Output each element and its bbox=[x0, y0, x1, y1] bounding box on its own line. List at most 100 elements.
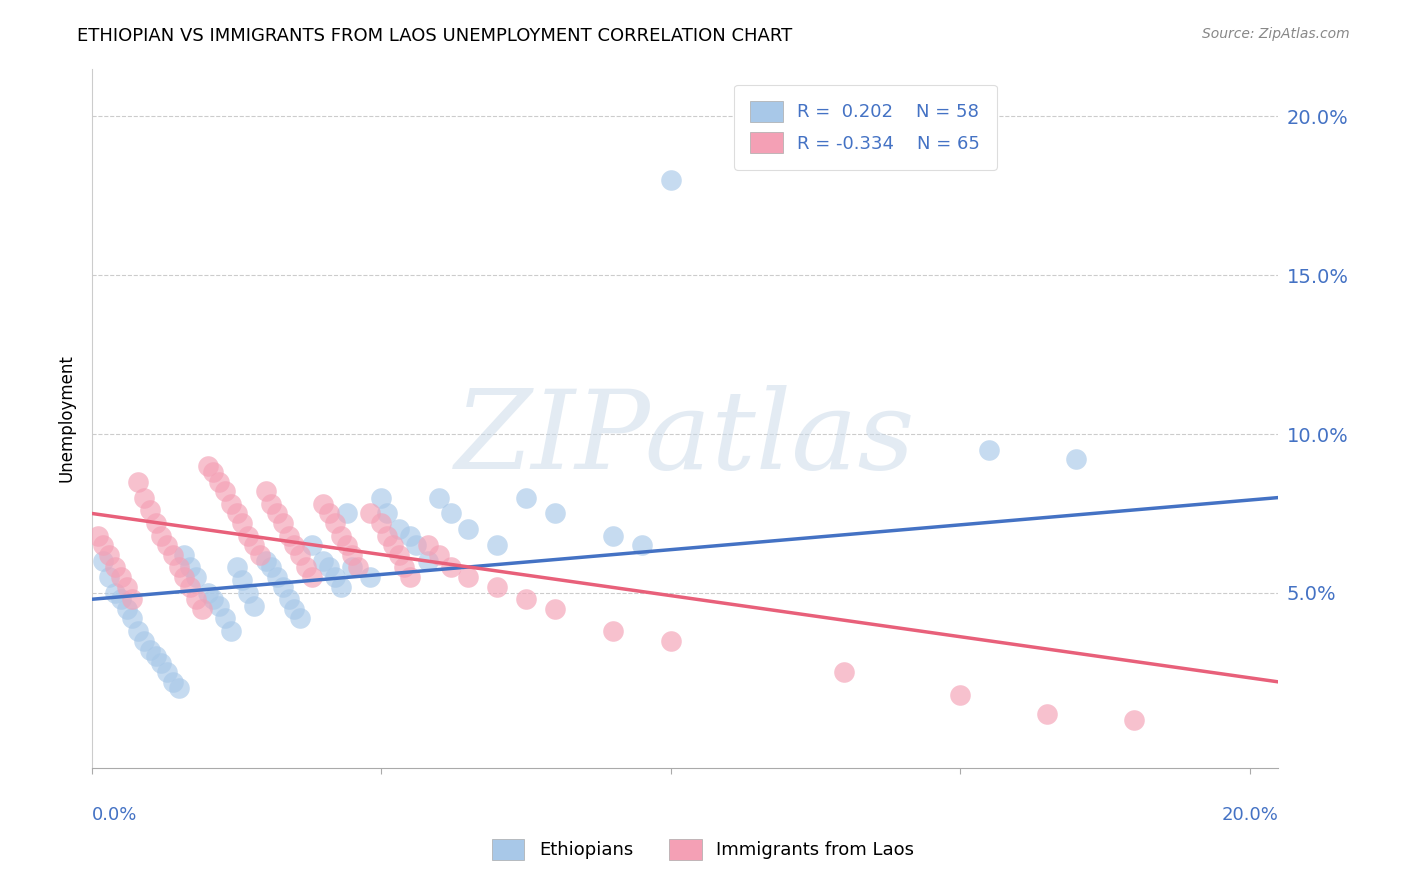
Point bbox=[427, 548, 450, 562]
Point bbox=[834, 665, 856, 680]
Point bbox=[486, 538, 509, 552]
Point bbox=[318, 560, 340, 574]
Point bbox=[359, 570, 381, 584]
Point bbox=[486, 580, 509, 594]
Legend: R =  0.202    N = 58, R = -0.334    N = 65: R = 0.202 N = 58, R = -0.334 N = 65 bbox=[734, 85, 997, 169]
Point bbox=[266, 507, 288, 521]
Point bbox=[329, 529, 352, 543]
Point bbox=[150, 656, 173, 670]
Point bbox=[1122, 713, 1144, 727]
Point bbox=[225, 507, 247, 521]
Text: 20.0%: 20.0% bbox=[1222, 806, 1278, 824]
Point bbox=[440, 560, 463, 574]
Point bbox=[949, 688, 972, 702]
Point bbox=[342, 560, 364, 574]
Point bbox=[457, 522, 479, 536]
Point bbox=[544, 507, 567, 521]
Point bbox=[208, 599, 231, 613]
Point bbox=[290, 548, 312, 562]
Point bbox=[110, 570, 132, 584]
Point bbox=[342, 548, 364, 562]
Point bbox=[179, 580, 201, 594]
Point bbox=[104, 560, 127, 574]
Point bbox=[323, 516, 346, 530]
Point bbox=[179, 560, 201, 574]
Point bbox=[260, 560, 283, 574]
Point bbox=[388, 548, 411, 562]
Point bbox=[219, 624, 242, 638]
Point bbox=[370, 516, 392, 530]
Point bbox=[416, 538, 439, 552]
Point bbox=[312, 554, 335, 568]
Point bbox=[110, 592, 132, 607]
Point bbox=[197, 586, 219, 600]
Point bbox=[184, 570, 207, 584]
Point bbox=[145, 516, 167, 530]
Point bbox=[277, 592, 299, 607]
Text: ZIPatlas: ZIPatlas bbox=[456, 385, 915, 493]
Point bbox=[208, 475, 231, 489]
Point bbox=[440, 507, 463, 521]
Point bbox=[515, 592, 537, 607]
Point bbox=[98, 548, 121, 562]
Point bbox=[150, 529, 173, 543]
Point bbox=[254, 484, 277, 499]
Point bbox=[236, 586, 259, 600]
Point bbox=[277, 529, 299, 543]
Point bbox=[1036, 706, 1059, 721]
Point bbox=[329, 580, 352, 594]
Point bbox=[167, 560, 190, 574]
Point bbox=[515, 491, 537, 505]
Point bbox=[132, 633, 155, 648]
Point bbox=[659, 173, 682, 187]
Point bbox=[323, 570, 346, 584]
Point bbox=[173, 548, 195, 562]
Point bbox=[457, 570, 479, 584]
Point bbox=[266, 570, 288, 584]
Point bbox=[602, 529, 624, 543]
Point bbox=[249, 548, 271, 562]
Point bbox=[394, 560, 416, 574]
Point bbox=[121, 592, 143, 607]
Point bbox=[283, 602, 305, 616]
Point bbox=[359, 507, 381, 521]
Point bbox=[93, 538, 115, 552]
Point bbox=[630, 538, 652, 552]
Point bbox=[427, 491, 450, 505]
Point bbox=[104, 586, 127, 600]
Point bbox=[399, 529, 422, 543]
Point bbox=[370, 491, 392, 505]
Point bbox=[283, 538, 305, 552]
Point bbox=[202, 592, 225, 607]
Point bbox=[231, 573, 253, 587]
Point bbox=[416, 554, 439, 568]
Point bbox=[145, 649, 167, 664]
Point bbox=[375, 529, 398, 543]
Point bbox=[399, 570, 422, 584]
Point bbox=[243, 538, 266, 552]
Point bbox=[115, 602, 138, 616]
Point bbox=[138, 503, 160, 517]
Point bbox=[162, 674, 184, 689]
Point bbox=[138, 643, 160, 657]
Point bbox=[156, 538, 179, 552]
Point bbox=[381, 538, 404, 552]
Point bbox=[173, 570, 195, 584]
Point bbox=[243, 599, 266, 613]
Point bbox=[167, 681, 190, 696]
Point bbox=[312, 497, 335, 511]
Y-axis label: Unemployment: Unemployment bbox=[58, 354, 75, 482]
Point bbox=[197, 458, 219, 473]
Text: ETHIOPIAN VS IMMIGRANTS FROM LAOS UNEMPLOYMENT CORRELATION CHART: ETHIOPIAN VS IMMIGRANTS FROM LAOS UNEMPL… bbox=[77, 27, 793, 45]
Point bbox=[225, 560, 247, 574]
Point bbox=[231, 516, 253, 530]
Legend: Ethiopians, Immigrants from Laos: Ethiopians, Immigrants from Laos bbox=[485, 831, 921, 867]
Point bbox=[236, 529, 259, 543]
Point bbox=[86, 529, 108, 543]
Point bbox=[98, 570, 121, 584]
Point bbox=[184, 592, 207, 607]
Point bbox=[335, 538, 357, 552]
Text: 0.0%: 0.0% bbox=[91, 806, 138, 824]
Point bbox=[977, 442, 1000, 457]
Point bbox=[191, 602, 214, 616]
